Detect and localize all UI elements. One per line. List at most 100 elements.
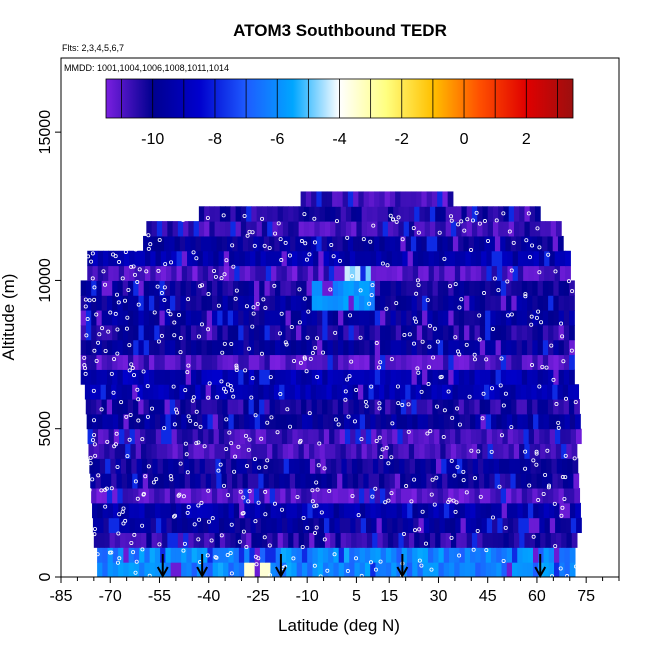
- sample-point: [229, 522, 234, 527]
- heatmap-cell: [522, 413, 529, 430]
- sample-point: [199, 322, 204, 327]
- heatmap-cell: [207, 562, 214, 577]
- sample-point: [556, 425, 561, 430]
- heatmap-cell: [474, 339, 481, 356]
- heatmap-cell: [96, 369, 103, 385]
- heatmap-cell: [301, 369, 308, 385]
- heatmap-cell: [186, 502, 193, 519]
- sample-point: [430, 477, 435, 482]
- heatmap-cell: [118, 547, 124, 563]
- sample-point: [563, 475, 568, 480]
- heatmap-cell: [222, 310, 229, 326]
- heatmap-cell: [309, 458, 316, 474]
- heatmap-cell: [498, 206, 504, 222]
- heatmap-cell: [317, 562, 324, 577]
- heatmap-cell: [175, 354, 181, 370]
- heatmap-cell: [406, 562, 413, 577]
- sample-point: [334, 219, 339, 224]
- sample-point: [123, 249, 128, 254]
- heatmap-cell: [310, 384, 317, 400]
- heatmap-cell: [558, 310, 565, 326]
- sample-point: [482, 219, 487, 224]
- heatmap-cell: [155, 502, 161, 519]
- heatmap-cell: [217, 295, 223, 311]
- heatmap-cell: [329, 517, 336, 534]
- heatmap-cell: [327, 399, 334, 415]
- heatmap-cell: [411, 339, 418, 356]
- heatmap-cell: [426, 384, 432, 400]
- heatmap-cell: [359, 310, 365, 326]
- heatmap-cell: [389, 473, 396, 489]
- sample-point: [130, 234, 135, 239]
- sample-point: [216, 303, 221, 308]
- heatmap-cell: [356, 221, 363, 237]
- sample-point: [343, 397, 348, 402]
- heatmap-cell: [542, 369, 549, 385]
- heatmap-cell: [244, 562, 250, 577]
- sample-point: [356, 513, 361, 518]
- sample-point: [481, 391, 486, 396]
- colorbar-tick-label: -10: [141, 131, 164, 148]
- heatmap-cell: [144, 502, 151, 519]
- sample-point: [377, 406, 382, 411]
- heatmap-cell: [148, 310, 155, 326]
- heatmap-cell: [104, 443, 110, 459]
- heatmap-cell: [542, 399, 549, 415]
- heatmap-cell: [91, 324, 97, 341]
- heatmap-cell: [564, 413, 571, 430]
- heatmap-cell: [379, 399, 386, 415]
- heatmap-cell: [407, 413, 413, 430]
- heatmap-cell: [481, 428, 488, 445]
- sample-point: [420, 509, 425, 514]
- heatmap-cell: [249, 547, 256, 563]
- heatmap-cell: [501, 547, 508, 563]
- sample-point: [295, 494, 300, 499]
- heatmap-cell: [423, 250, 430, 267]
- heatmap-cell: [106, 399, 113, 415]
- heatmap-cell: [464, 562, 471, 577]
- heatmap-cell: [383, 458, 390, 474]
- heatmap-cell: [437, 399, 444, 415]
- heatmap-cell: [482, 532, 489, 548]
- heatmap-cell: [343, 369, 350, 385]
- heatmap-cell: [500, 295, 507, 311]
- heatmap-cell: [421, 191, 428, 207]
- heatmap-cell: [576, 517, 582, 534]
- heatmap-cell: [442, 235, 449, 252]
- heatmap-cell: [107, 502, 114, 519]
- sample-point: [82, 355, 87, 360]
- sample-point: [120, 509, 125, 514]
- heatmap-cell: [332, 488, 339, 504]
- heatmap-cell: [116, 473, 123, 489]
- sample-point: [446, 389, 451, 394]
- heatmap-cell: [506, 502, 513, 519]
- heatmap-cell: [253, 473, 259, 489]
- sample-point: [115, 560, 120, 565]
- heatmap-cell: [355, 517, 362, 534]
- heatmap-cell: [506, 324, 512, 341]
- heatmap-cell: [338, 280, 344, 296]
- heatmap-cell: [479, 280, 486, 296]
- heatmap-cell: [171, 250, 178, 267]
- heatmap-cell: [563, 310, 570, 326]
- heatmap-cell: [254, 547, 261, 563]
- heatmap-cell: [427, 295, 434, 311]
- heatmap-cell: [477, 206, 483, 222]
- sample-point: [135, 280, 140, 285]
- heatmap-cell: [356, 206, 363, 222]
- heatmap-cell: [438, 562, 445, 577]
- heatmap-cell: [389, 235, 396, 252]
- sample-point: [242, 213, 247, 218]
- heatmap-cell: [167, 221, 174, 237]
- heatmap-cell: [552, 235, 559, 252]
- heatmap-cell: [491, 502, 497, 519]
- heatmap-cell: [359, 413, 366, 430]
- heatmap-cell: [511, 399, 517, 415]
- sample-point: [363, 399, 368, 404]
- heatmap-cell: [321, 384, 327, 400]
- heatmap-cell: [312, 413, 319, 430]
- heatmap-cell: [302, 517, 309, 534]
- sample-point: [90, 477, 95, 482]
- heatmap-cell: [422, 502, 429, 519]
- heatmap-cell: [143, 324, 150, 341]
